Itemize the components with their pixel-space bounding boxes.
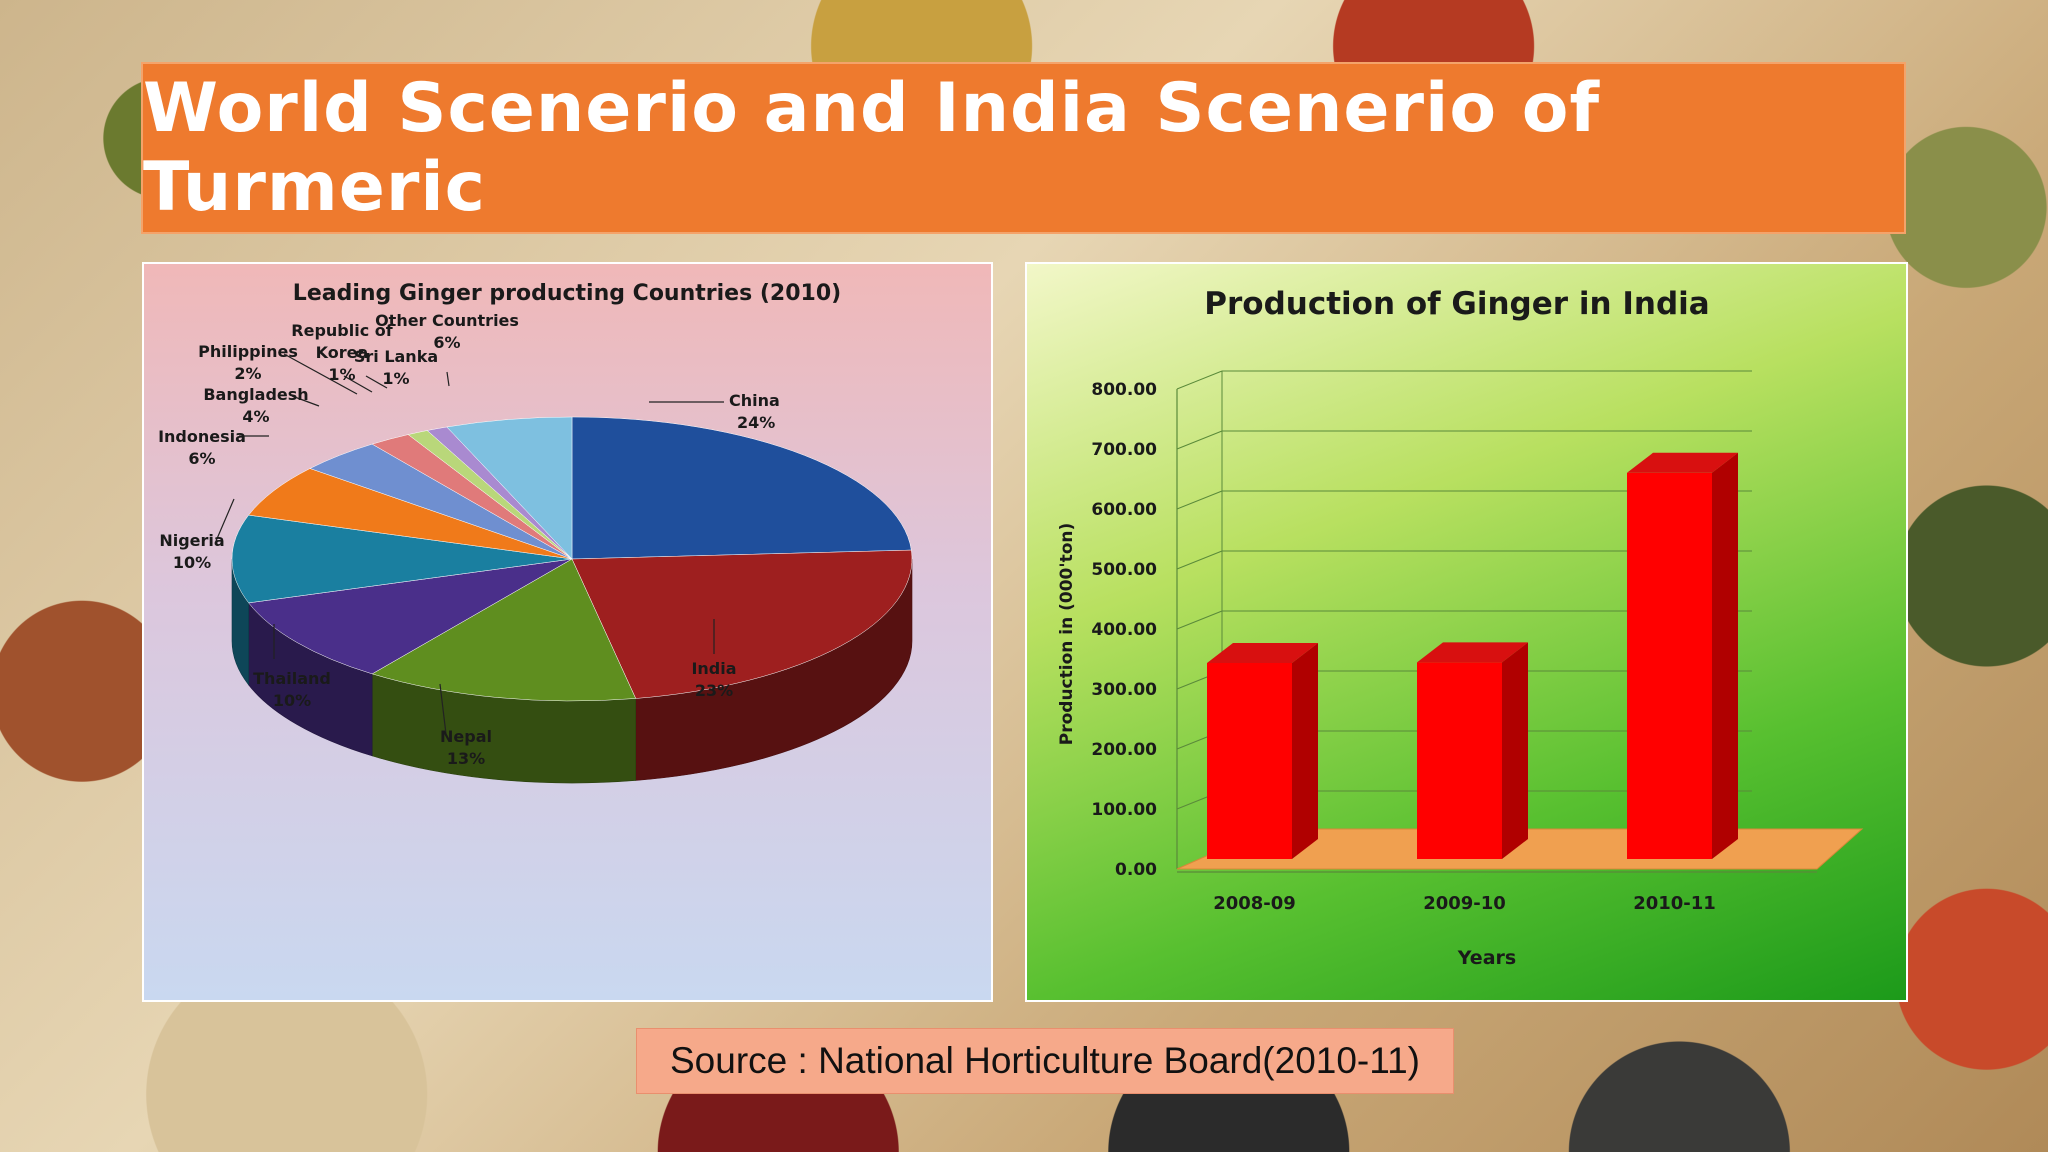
grid-diag <box>1176 490 1223 510</box>
pie-slice-thailand <box>248 558 573 675</box>
grid-diag <box>1176 550 1223 570</box>
pie-label-value-indonesia: 6% <box>188 449 215 468</box>
pie-label-value-other-countries: 6% <box>433 333 460 352</box>
y-tick-label: 300.00 <box>1091 680 1157 700</box>
pie-label-name-sri-lanka: Sri Lanka <box>354 347 438 366</box>
x-tick-label-200809: 2008-09 <box>1213 893 1296 914</box>
bar-200910 <box>1417 662 1502 859</box>
pie-slice-other-countries <box>446 416 573 560</box>
source-box: Source : National Horticulture Board(201… <box>636 1028 1454 1094</box>
bar-chart-panel: Production of Ginger in India Years Prod… <box>1025 262 1908 1002</box>
pie-leader-nepal <box>439 683 447 735</box>
pie-label-value-nepal: 13% <box>447 749 485 768</box>
pie-leader-other-countries <box>446 371 450 387</box>
grid-diag <box>1176 610 1223 630</box>
pie-slice-china <box>571 416 912 560</box>
pie-label-name-republic-of-korea: Republic of <box>291 321 393 340</box>
pie-chart: Leading Ginger producting Countries (201… <box>158 281 913 784</box>
pie-label-name-nigeria: Nigeria <box>159 531 224 550</box>
y-tick-label: 400.00 <box>1091 620 1157 640</box>
bar-201011 <box>1627 472 1712 859</box>
pie-label-value-republic-of-korea: 1% <box>328 365 355 384</box>
bar-side-200809 <box>1292 643 1318 859</box>
pie-label-value-thailand: 10% <box>273 691 311 710</box>
title-banner: World Scenerio and India Scenerio of Tur… <box>141 62 1906 234</box>
y-tick-label: 200.00 <box>1091 740 1157 760</box>
pie-chart-panel: Leading Ginger producting Countries (201… <box>142 262 993 1002</box>
pie-slice-nepal <box>371 558 637 702</box>
pie-label-name-india: India <box>691 659 736 678</box>
y-tick-label: 600.00 <box>1091 500 1157 520</box>
pie-leader-bangladesh <box>291 395 320 407</box>
pie-label-name-indonesia: Indonesia <box>158 427 246 446</box>
bar-side-201011 <box>1712 452 1738 859</box>
bar-side-200910 <box>1502 642 1528 859</box>
grid-diag <box>1176 430 1223 450</box>
pie-labels: China 24% India 23% Nepal 13% Thailand 10% Niger… <box>158 311 780 768</box>
pie-leader-philippines <box>283 353 358 395</box>
y-tick-label: 100.00 <box>1091 800 1157 820</box>
pie-label-name-bangladesh: Bangladesh <box>203 385 308 404</box>
bar-chart-xlabel: Years <box>1457 947 1516 969</box>
x-tick-label-201011: 2010-11 <box>1633 893 1716 914</box>
bar-chart-title: Production of Ginger in India <box>1204 286 1709 322</box>
bar-chart: Production of Ginger in India Years Prod… <box>1057 286 1864 969</box>
y-tick-label: 0.00 <box>1115 860 1157 880</box>
pie-slice-india <box>571 549 913 699</box>
pie-label-name-philippines: Philippines <box>198 342 298 361</box>
bar-top-201011 <box>1627 452 1738 473</box>
pie-slice-nigeria <box>231 514 573 604</box>
slide-title: World Scenerio and India Scenerio of Tur… <box>143 69 1601 227</box>
pie-label-value-bangladesh: 4% <box>242 407 269 426</box>
y-tick-label: 500.00 <box>1091 560 1157 580</box>
x-tick-label-200910: 2009-10 <box>1423 893 1506 914</box>
pie-label-value-sri-lanka: 1% <box>382 369 409 388</box>
pie-label-name-other-countries: Other Countries <box>375 311 519 330</box>
pie-label-value-nigeria: 10% <box>173 553 211 572</box>
pie-label-name-thailand: Thailand <box>253 669 331 688</box>
bars: 2008-09 2009-10 2010-11 <box>1207 452 1738 914</box>
pie-leader-nigeria <box>215 498 235 542</box>
y-tick-label: 800.00 <box>1091 380 1157 400</box>
pie-label-name-china: China <box>729 391 780 410</box>
pie-chart-title: Leading Ginger producting Countries (201… <box>293 281 841 306</box>
pie-leader-sri-lanka <box>365 375 388 389</box>
y-tick-label: 700.00 <box>1091 440 1157 460</box>
pie-label-value-philippines: 2% <box>234 364 261 383</box>
bar-chart-ylabel: Production in (000'ton) <box>1057 523 1077 746</box>
bar-top-200910 <box>1417 642 1528 663</box>
pie-leader-republic-of-korea <box>343 375 373 393</box>
bar-top-200809 <box>1207 643 1318 663</box>
grid-diag <box>1176 370 1223 390</box>
pie-label-value-india: 23% <box>695 681 733 700</box>
source-text: Source : National Horticulture Board(201… <box>670 1040 1420 1081</box>
bar-200809 <box>1207 663 1292 859</box>
pie-label-name-nepal: Nepal <box>440 727 492 746</box>
pie-slice-indonesia <box>248 468 573 560</box>
pie-label-value-china: 24% <box>737 413 775 432</box>
pie-label-name-republic-of-korea-1: Korea <box>316 343 369 362</box>
pie-top-faces <box>231 416 913 702</box>
